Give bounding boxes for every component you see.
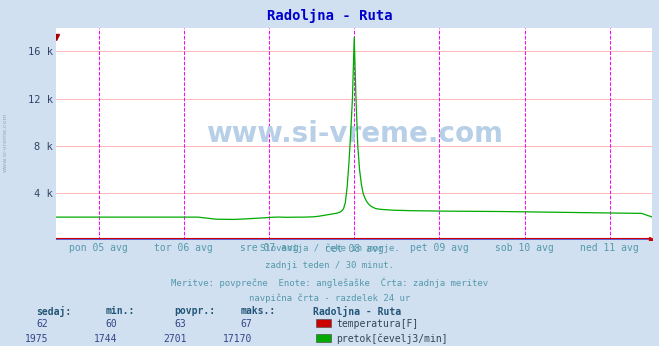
Text: Meritve: povprečne  Enote: anglešaške  Črta: zadnja meritev: Meritve: povprečne Enote: anglešaške Črt… (171, 277, 488, 288)
Text: pretok[čevelj3/min]: pretok[čevelj3/min] (336, 334, 447, 344)
Text: povpr.:: povpr.: (175, 306, 215, 316)
Text: sedaj:: sedaj: (36, 306, 71, 317)
Text: 62: 62 (36, 319, 48, 329)
Text: www.si-vreme.com: www.si-vreme.com (206, 120, 503, 148)
Text: Slovenija / reke in morje.: Slovenija / reke in morje. (260, 244, 399, 253)
Text: 63: 63 (175, 319, 186, 329)
Text: 1975: 1975 (24, 334, 48, 344)
Text: 17170: 17170 (223, 334, 252, 344)
Text: 67: 67 (241, 319, 252, 329)
Text: 2701: 2701 (163, 334, 186, 344)
Text: min.:: min.: (105, 306, 135, 316)
Text: 1744: 1744 (94, 334, 117, 344)
Text: www.si-vreme.com: www.si-vreme.com (3, 112, 8, 172)
Text: Radoljna - Ruta: Radoljna - Ruta (313, 306, 401, 317)
Text: 60: 60 (105, 319, 117, 329)
Text: maks.:: maks.: (241, 306, 275, 316)
Text: Radoljna - Ruta: Radoljna - Ruta (267, 9, 392, 23)
Text: temperatura[F]: temperatura[F] (336, 319, 418, 329)
Text: navpična črta - razdelek 24 ur: navpična črta - razdelek 24 ur (249, 294, 410, 303)
Text: zadnji teden / 30 minut.: zadnji teden / 30 minut. (265, 261, 394, 270)
